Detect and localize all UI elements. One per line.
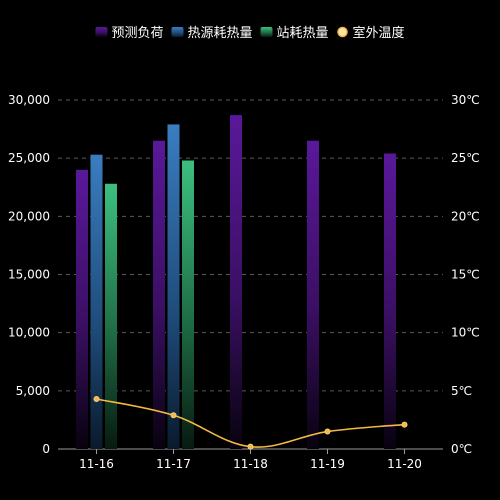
temperature-point-11-17 xyxy=(170,412,177,419)
bar-2-11-16 xyxy=(105,183,117,449)
bar-1-11-16 xyxy=(90,154,103,449)
x-tick-label: 11-19 xyxy=(310,457,345,471)
legend-swatch xyxy=(260,27,273,37)
bar-0-11-18 xyxy=(230,115,242,449)
legend-swatch xyxy=(95,27,108,37)
bar-0-11-20 xyxy=(384,153,396,449)
temperature-point-11-19 xyxy=(324,428,331,435)
temperature-point-11-18 xyxy=(247,443,254,450)
legend-label: 站耗热量 xyxy=(277,26,329,41)
legend-label: 预测负荷 xyxy=(111,26,163,41)
legend-swatch xyxy=(337,26,348,38)
x-tick-label: 11-20 xyxy=(387,457,422,471)
bar-0-11-17 xyxy=(153,140,165,449)
temperature-line-path xyxy=(96,398,405,448)
legend-label: 室外温度 xyxy=(353,25,405,41)
x-tick-label: 11-18 xyxy=(233,457,268,471)
temperature-point-11-16 xyxy=(93,395,100,402)
y-left-tick-label: 0 xyxy=(42,442,50,456)
y-right-tick-label: 0℃ xyxy=(451,442,472,456)
legend-swatch xyxy=(171,27,184,37)
y-right-tick-label: 20℃ xyxy=(451,209,480,223)
y-left-tick-label: 25,000 xyxy=(8,151,50,165)
y-right-tick-label: 5℃ xyxy=(451,384,472,398)
bar-1-11-17 xyxy=(167,124,180,450)
legend-label: 热源耗热量 xyxy=(187,26,252,41)
grid-lines xyxy=(58,99,443,392)
temperature-point-11-20 xyxy=(401,421,408,428)
y-left-tick-label: 15,000 xyxy=(8,268,50,282)
axes: 0 0℃ 5,000 5℃ 10,000 10℃ 15,000 15℃ 20,000 20℃ 25,… xyxy=(8,93,480,471)
y-left-tick-label: 10,000 xyxy=(8,326,50,340)
y-left-tick-label: 20,000 xyxy=(8,209,50,223)
x-tick-label: 11-17 xyxy=(156,457,191,471)
bar-2-11-17 xyxy=(182,160,194,449)
bars xyxy=(76,115,396,450)
temperature-line xyxy=(93,395,408,450)
y-left-tick-label: 30,000 xyxy=(8,93,50,107)
bar-0-11-19 xyxy=(307,140,319,449)
y-right-tick-label: 30℃ xyxy=(451,93,480,107)
legend: 预测负荷 热源耗热量 站耗热量 室外温度 xyxy=(95,25,405,41)
x-tick-label: 11-16 xyxy=(79,457,114,471)
y-left-tick-label: 5,000 xyxy=(16,384,50,398)
y-right-tick-label: 10℃ xyxy=(451,326,480,340)
y-right-tick-label: 25℃ xyxy=(451,151,480,165)
y-right-tick-label: 15℃ xyxy=(451,268,480,282)
bar-0-11-16 xyxy=(76,169,88,450)
